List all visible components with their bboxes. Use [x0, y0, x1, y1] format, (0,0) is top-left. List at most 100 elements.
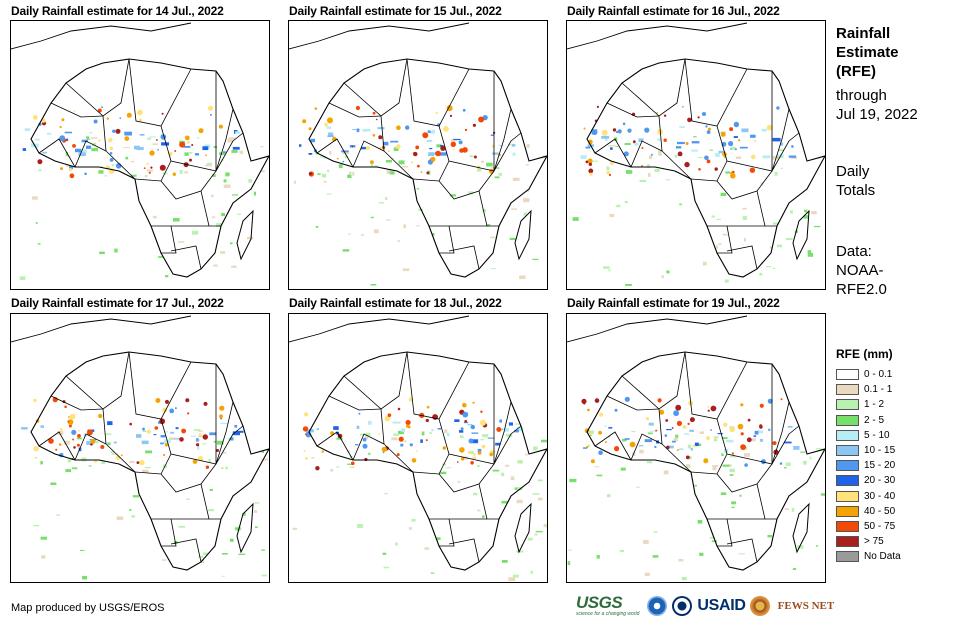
heavy-rain-cell: [730, 173, 736, 179]
heavy-rain-cell: [395, 144, 401, 150]
heavy-rain-cell: [375, 118, 378, 121]
legend-swatch: [836, 475, 859, 487]
heavy-rain-cell: [72, 438, 75, 441]
heavy-rain-cell: [780, 398, 783, 401]
moderate-rain-patch: [437, 428, 441, 430]
moderate-rain-patch: [160, 442, 164, 445]
moderate-rain-patch: [726, 439, 734, 443]
country-border: [606, 102, 660, 118]
heavy-rain-cell: [69, 173, 75, 179]
usgs-wordmark: USGS: [576, 593, 623, 612]
heavy-rain-cell: [738, 139, 741, 142]
light-rain-patch: [759, 272, 763, 276]
usaid-seal-icon: [672, 595, 693, 616]
light-rain-patch: [724, 279, 729, 283]
heavy-rain-cell: [733, 121, 740, 128]
heavy-rain-cell: [682, 106, 684, 108]
moderate-rain-patch: [223, 151, 227, 153]
country-border: [352, 140, 385, 168]
light-rain-patch: [620, 467, 626, 471]
light-rain-patch: [184, 171, 188, 174]
light-rain-patch: [208, 509, 214, 512]
heavy-rain-cell: [707, 127, 711, 131]
legend-swatch: [836, 490, 859, 502]
heavy-rain-cell: [378, 433, 380, 436]
heavy-rain-cell: [760, 459, 766, 465]
legend-swatch: [836, 551, 859, 563]
sidebar-totals: Daily Totals: [836, 162, 875, 200]
moderate-rain-patch: [426, 140, 433, 142]
moderate-rain-patch: [689, 429, 694, 432]
light-rain-patch: [338, 164, 343, 169]
light-rain-patch: [658, 153, 662, 156]
moderate-rain-patch: [514, 429, 519, 433]
light-rain-patch: [803, 460, 807, 465]
heavy-rain-cell: [71, 429, 77, 435]
light-rain-patch: [57, 430, 64, 435]
moderate-rain-patch: [694, 442, 699, 446]
moderate-rain-patch: [605, 138, 608, 141]
light-rain-patch: [67, 459, 72, 463]
light-rain-patch: [624, 201, 628, 204]
country-border: [771, 132, 800, 172]
light-rain-patch: [721, 453, 724, 456]
light-rain-patch: [385, 160, 392, 163]
light-rain-patch: [98, 170, 104, 174]
usgs-logo: USGS science for a changing world: [576, 594, 639, 617]
light-rain-patch: [459, 435, 464, 438]
country-border: [756, 483, 777, 520]
heavy-rain-cell: [489, 452, 493, 457]
heavy-rain-cell: [462, 411, 469, 418]
heavy-rain-cell: [480, 410, 483, 413]
light-rain-patch: [729, 468, 735, 473]
moderate-rain-patch: [42, 151, 48, 154]
light-rain-patch: [373, 229, 379, 234]
heavy-rain-cell: [405, 419, 411, 426]
heavy-rain-cell: [208, 105, 213, 111]
moderate-rain-patch: [22, 148, 27, 151]
heavy-rain-cell: [615, 130, 619, 134]
light-rain-patch: [32, 196, 38, 200]
heavy-rain-cell: [109, 152, 113, 155]
heavy-rain-cell: [174, 407, 177, 410]
heavy-rain-cell: [55, 448, 58, 451]
light-rain-patch: [40, 461, 43, 465]
light-rain-patch: [173, 218, 180, 222]
light-rain-patch: [738, 553, 745, 555]
sidebar-through: through Jul 19, 2022: [836, 86, 918, 124]
country-border: [215, 425, 244, 465]
moderate-rain-patch: [672, 440, 676, 443]
legend-swatch: [836, 369, 859, 381]
moderate-rain-patch: [234, 425, 238, 428]
moderate-rain-patch: [429, 148, 433, 150]
heavy-rain-cell: [687, 117, 692, 123]
heavy-rain-cell: [746, 437, 752, 443]
heavy-rain-cell: [457, 461, 459, 463]
light-rain-patch: [242, 512, 246, 516]
moderate-rain-patch: [326, 126, 331, 129]
light-rain-patch: [606, 494, 611, 498]
heavy-rain-cell: [155, 398, 161, 403]
africa-map-5: [289, 315, 547, 582]
country-border: [493, 401, 512, 465]
heavy-rain-cell: [372, 134, 376, 137]
moderate-rain-patch: [382, 141, 389, 146]
moderate-rain-patch: [392, 421, 401, 424]
heavy-rain-cell: [426, 171, 430, 175]
country-border: [65, 351, 130, 410]
heavy-rain-cell: [384, 415, 391, 422]
light-rain-patch: [101, 460, 106, 465]
usgs-tagline: science for a changing world: [576, 611, 640, 617]
light-rain-patch: [164, 431, 168, 433]
heavy-rain-cell: [154, 426, 159, 430]
country-border: [717, 518, 733, 547]
light-rain-patch: [352, 172, 355, 176]
moderate-rain-patch: [624, 438, 630, 440]
heavy-rain-cell: [435, 150, 441, 157]
country-border: [38, 138, 76, 168]
heavy-rain-cell: [641, 147, 644, 149]
light-rain-patch: [492, 469, 500, 472]
light-rain-patch: [398, 430, 404, 435]
heavy-rain-cell: [78, 429, 80, 432]
light-rain-patch: [221, 575, 225, 577]
